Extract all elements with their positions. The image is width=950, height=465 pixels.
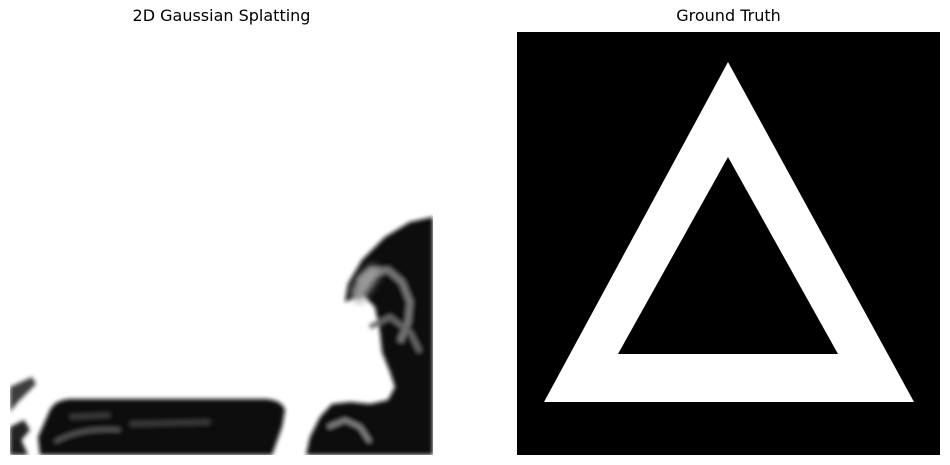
dark-fragment-left [10, 377, 36, 455]
left-panel-title: 2D Gaussian Splatting [132, 6, 311, 25]
ground-truth-image [517, 32, 940, 455]
render-image [10, 32, 433, 455]
dark-bar-bottom [38, 399, 285, 455]
inner-triangle [618, 157, 838, 354]
right-panel-title: Ground Truth [676, 6, 781, 25]
gaussian-splatting-render [10, 32, 433, 455]
render-background [10, 32, 433, 455]
ground-truth-canvas [517, 32, 940, 455]
